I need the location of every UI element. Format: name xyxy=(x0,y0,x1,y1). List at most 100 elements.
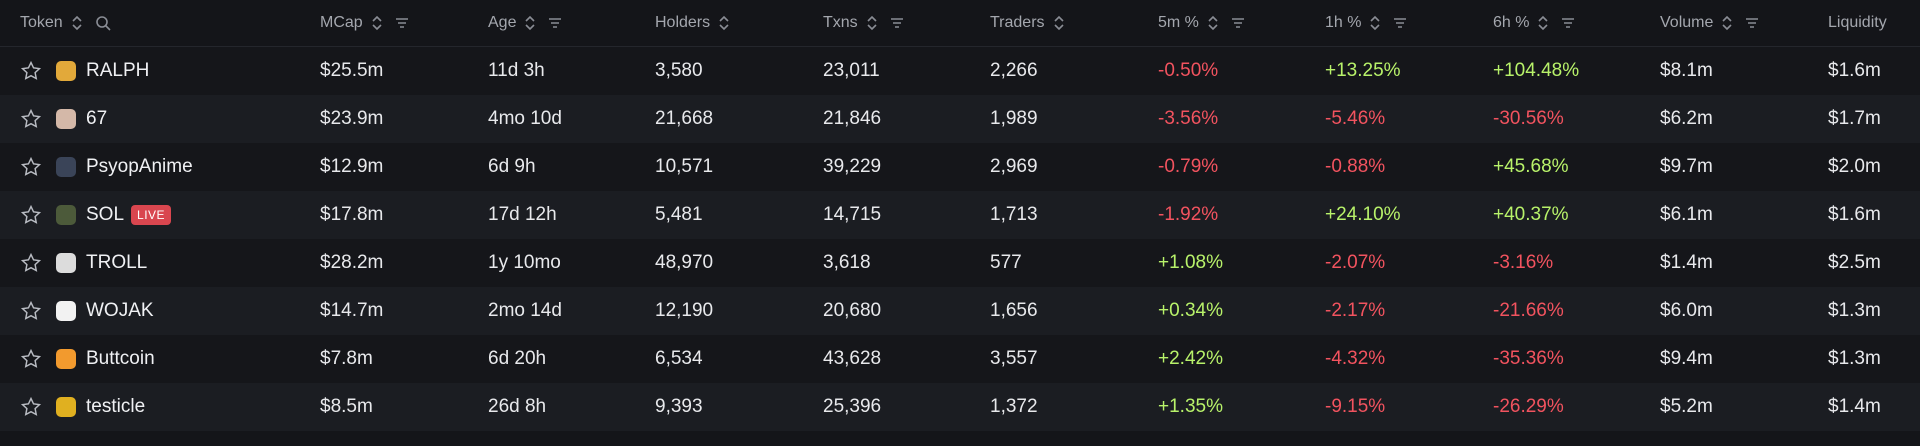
filter-icon[interactable] xyxy=(395,17,409,29)
filter-icon[interactable] xyxy=(1745,17,1759,29)
filter-icon[interactable] xyxy=(548,17,562,29)
sort-icon[interactable] xyxy=(371,15,383,31)
h6-cell: +40.37% xyxy=(1493,204,1569,225)
column-age[interactable]: Age xyxy=(488,14,655,32)
holders-cell: 3,580 xyxy=(655,60,703,81)
sort-icon[interactable] xyxy=(1369,15,1381,31)
column-6h[interactable]: 6h % xyxy=(1493,14,1660,32)
m5-cell: -0.79% xyxy=(1158,156,1219,177)
sort-icon[interactable] xyxy=(718,15,730,31)
traders-cell: 3,557 xyxy=(990,348,1038,369)
token-cell[interactable]: WOJAK xyxy=(0,300,320,322)
liquidity-cell: $2.5m xyxy=(1828,252,1881,273)
column-txns[interactable]: Txns xyxy=(823,14,990,32)
column-1h[interactable]: 1h % xyxy=(1325,14,1493,32)
mcap-cell: $14.7m xyxy=(320,300,384,321)
star-icon[interactable] xyxy=(20,300,42,322)
liquidity-cell: $1.6m xyxy=(1828,204,1881,225)
table-row[interactable]: testicle $8.5m 26d 8h 9,393 25,396 1,372 +1.35… xyxy=(0,383,1920,431)
txns-cell: 20,680 xyxy=(823,300,882,321)
filter-icon[interactable] xyxy=(1393,17,1407,29)
column-mcap[interactable]: MCap xyxy=(320,14,488,32)
column-liquidity[interactable]: Liquidity xyxy=(1828,14,1920,32)
sort-icon[interactable] xyxy=(71,15,83,31)
star-icon[interactable] xyxy=(20,108,42,130)
token-cell[interactable]: Buttcoin xyxy=(0,348,320,370)
token-name: 67 xyxy=(86,108,108,129)
live-badge: LIVE xyxy=(131,205,172,225)
token-cell[interactable]: TROLL xyxy=(0,252,320,274)
filter-icon[interactable] xyxy=(1231,17,1245,29)
table-row[interactable]: SOL LIVE $17.8m 17d 12h 5,481 14,715 1,713 -1.9… xyxy=(0,191,1920,239)
sort-icon[interactable] xyxy=(524,15,536,31)
star-icon[interactable] xyxy=(20,156,42,178)
column-token[interactable]: Token xyxy=(0,14,320,32)
age-cell: 26d 8h xyxy=(488,396,547,417)
table-row[interactable]: Buttcoin $7.8m 6d 20h 6,534 43,628 3,557 +2.42… xyxy=(0,335,1920,383)
table-row[interactable]: WOJAK $14.7m 2mo 14d 12,190 20,680 1,656 +0.34… xyxy=(0,287,1920,335)
column-holders[interactable]: Holders xyxy=(655,14,823,32)
h6-cell: -21.66% xyxy=(1493,300,1564,321)
column-5m[interactable]: 5m % xyxy=(1158,14,1325,32)
age-cell: 6d 20h xyxy=(488,348,547,369)
sort-icon[interactable] xyxy=(1207,15,1219,31)
mcap-cell: $25.5m xyxy=(320,60,384,81)
star-icon[interactable] xyxy=(20,60,42,82)
h1-cell: -2.07% xyxy=(1325,252,1386,273)
column-5m-label: 5m % xyxy=(1158,14,1199,31)
star-icon[interactable] xyxy=(20,348,42,370)
testicle-avatar-icon xyxy=(56,397,76,417)
token-cell[interactable]: SOL LIVE xyxy=(0,204,320,226)
column-holders-label: Holders xyxy=(655,14,711,31)
column-volume[interactable]: Volume xyxy=(1660,14,1828,32)
volume-cell: $5.2m xyxy=(1660,396,1713,417)
age-cell: 17d 12h xyxy=(488,204,557,225)
psyopanime-avatar-icon xyxy=(56,157,76,177)
token-name: TROLL xyxy=(86,252,148,273)
token-name: PsyopAnime xyxy=(86,156,193,177)
column-liquidity-label: Liquidity xyxy=(1828,14,1887,31)
token-cell[interactable]: RALPH xyxy=(0,60,320,82)
age-cell: 2mo 14d xyxy=(488,300,562,321)
token-cell[interactable]: PsyopAnime xyxy=(0,156,320,178)
m5-cell: -3.56% xyxy=(1158,108,1219,129)
search-icon[interactable] xyxy=(95,15,111,31)
mcap-cell: $23.9m xyxy=(320,108,384,129)
star-icon[interactable] xyxy=(20,204,42,226)
sort-icon[interactable] xyxy=(1721,15,1733,31)
age-cell: 6d 9h xyxy=(488,156,536,177)
table-row[interactable]: RALPH $25.5m 11d 3h 3,580 23,011 2,266 -0.50% +… xyxy=(0,47,1920,95)
table-header: Token MCap Age Holders Txns Traders xyxy=(0,0,1920,47)
troll-face-icon xyxy=(56,253,76,273)
sort-icon[interactable] xyxy=(866,15,878,31)
volume-cell: $9.4m xyxy=(1660,348,1713,369)
mcap-cell: $28.2m xyxy=(320,252,384,273)
67-avatar-icon xyxy=(56,109,76,129)
sort-icon[interactable] xyxy=(1053,15,1065,31)
traders-cell: 1,989 xyxy=(990,108,1038,129)
filter-icon[interactable] xyxy=(890,17,904,29)
column-traders[interactable]: Traders xyxy=(990,14,1158,32)
filter-icon[interactable] xyxy=(1561,17,1575,29)
token-name: WOJAK xyxy=(86,300,154,321)
txns-cell: 39,229 xyxy=(823,156,882,177)
m5-cell: +1.08% xyxy=(1158,252,1223,273)
star-icon[interactable] xyxy=(20,252,42,274)
liquidity-cell: $1.3m xyxy=(1828,300,1881,321)
traders-cell: 1,713 xyxy=(990,204,1038,225)
holders-cell: 21,668 xyxy=(655,108,714,129)
token-cell[interactable]: 67 xyxy=(0,108,320,130)
h6-cell: -3.16% xyxy=(1493,252,1554,273)
mcap-cell: $17.8m xyxy=(320,204,384,225)
table-row[interactable]: PsyopAnime $12.9m 6d 9h 10,571 39,229 2,969 -0… xyxy=(0,143,1920,191)
m5-cell: +2.42% xyxy=(1158,348,1223,369)
token-cell[interactable]: testicle xyxy=(0,396,320,418)
sort-icon[interactable] xyxy=(1537,15,1549,31)
holders-cell: 12,190 xyxy=(655,300,714,321)
table-row[interactable]: TROLL $28.2m 1y 10mo 48,970 3,618 577 +1.08% -2… xyxy=(0,239,1920,287)
mcap-cell: $8.5m xyxy=(320,396,373,417)
star-icon[interactable] xyxy=(20,396,42,418)
table-row[interactable]: 67 $23.9m 4mo 10d 21,668 21,846 1,989 -3.56% -5… xyxy=(0,95,1920,143)
age-cell: 11d 3h xyxy=(488,60,545,81)
column-6h-label: 6h % xyxy=(1493,14,1530,31)
